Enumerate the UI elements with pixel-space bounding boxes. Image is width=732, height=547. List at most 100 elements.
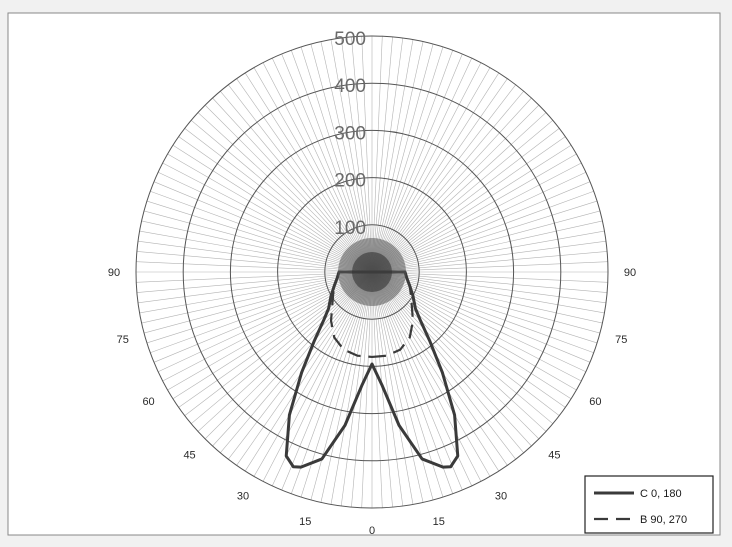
angle-tick-label: 15 [433,516,445,528]
angle-tick-label: 60 [589,396,601,408]
angular-gridline [290,50,373,273]
angular-gridline [136,271,373,293]
angular-gridline [371,136,566,273]
angular-gridline [361,36,373,273]
angular-gridline [371,162,582,273]
angle-tick-label: 75 [615,334,627,346]
angular-gridline [371,220,603,273]
angle-tick-label: 75 [117,334,129,346]
angular-gridline [371,271,491,477]
angular-gridline [371,271,516,460]
angular-gridline [281,271,373,491]
angular-gridline [371,84,516,273]
angular-gridline [153,271,373,363]
angular-gridline [371,271,572,400]
angular-gridline [212,271,373,447]
angle-tick-label: 60 [142,396,154,408]
radial-gridline [135,35,609,509]
angular-gridline [371,153,577,273]
angular-gridline [137,240,373,273]
angular-gridline [371,190,594,273]
angular-gridline [371,36,393,273]
angular-gridline [162,271,373,382]
angular-gridline [271,271,373,487]
angular-gridline [153,181,373,273]
angular-gridline [371,43,434,273]
angular-gridline [320,41,373,273]
angular-gridline [262,62,373,273]
angular-gridline [262,271,373,482]
angular-gridline [371,271,587,373]
angular-gridline [371,271,608,283]
center-density-core [352,252,392,292]
angular-gridline [204,104,373,273]
angular-gridline [340,271,373,507]
angular-gridline [253,67,373,273]
angular-gridline [371,271,540,440]
angular-gridline [371,210,601,273]
angular-gridline [371,251,608,273]
radial-grid [135,35,609,509]
angular-gridline [290,271,373,494]
angular-gridline [139,230,373,273]
angular-gridline [371,171,587,273]
angular-gridline [371,271,414,505]
angular-gridline [371,271,582,382]
angular-gridline [371,271,603,324]
angular-gridline [371,39,414,273]
angular-gridline [253,271,373,477]
angular-gridline [300,271,373,498]
angular-gridline [371,53,463,273]
angular-gridline [371,271,404,507]
angular-gridline [371,271,547,432]
angular-gridline [371,271,560,416]
angular-gridline [371,104,540,273]
angular-gridline [228,271,373,460]
angular-gridline [371,271,473,487]
angular-gridline [371,46,444,273]
data-series [284,238,460,469]
angular-gridline [371,144,572,273]
angular-gridline [371,271,566,408]
angular-gridline [212,97,373,273]
angular-gridline [271,57,373,273]
angular-gridline [371,57,473,273]
angular-gridline [371,36,383,273]
radial-tick-label: 500 [334,29,366,50]
angular-gridline [320,271,373,503]
angular-gridline [136,261,373,273]
angular-gridline [137,271,373,304]
radial-tick-labels: 100 200 300 400 500 [334,29,366,239]
legend-box [584,475,714,534]
angular-gridline [371,271,434,501]
angular-gridline [172,144,373,273]
angular-gridline [178,271,373,408]
angular-gridline [310,43,373,273]
angular-gridline [143,271,373,334]
angular-gridline [371,271,577,391]
legend-label: B 90, 270 [640,514,687,526]
angular-gridline [371,271,553,424]
radial-tick-label: 200 [334,171,366,192]
angular-gridline [330,271,373,505]
angular-gridline [371,271,424,503]
angular-gridline [184,128,373,273]
angular-gridline [157,171,373,273]
angular-gridline [172,271,373,400]
angular-gridline [157,271,373,373]
angle-tick-label: 15 [299,516,311,528]
angular-gridline [228,84,373,273]
angular-gridline [351,36,373,273]
angular-gridline [371,271,601,334]
angle-tick-label: 90 [624,267,636,279]
angular-gridline [371,181,591,273]
angular-gridline [220,271,373,453]
angular-gridline [371,62,482,273]
angle-tick-label: 45 [183,449,195,461]
angular-gridline [191,271,373,424]
angular-gridline [330,39,373,273]
angular-gridline [371,271,500,472]
radial-tick-label: 100 [334,218,366,239]
angular-gridline [371,67,491,273]
angular-gridline [371,271,608,293]
